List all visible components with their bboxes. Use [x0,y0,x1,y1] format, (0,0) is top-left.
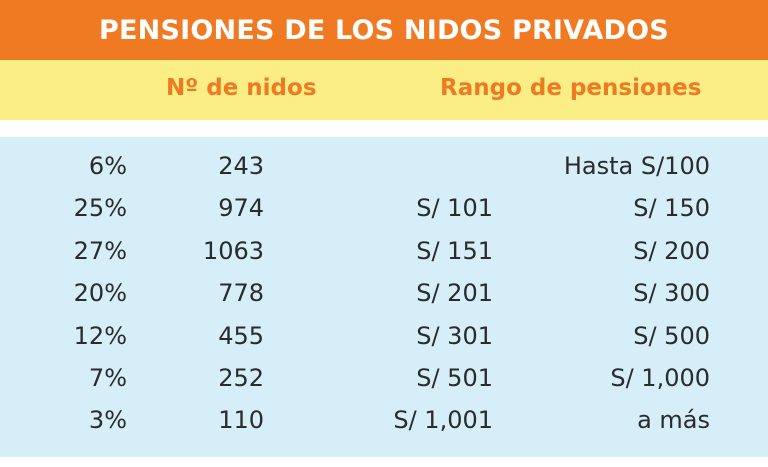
cell-percent: 12% [73,321,127,350]
table-row: 25% 974 S/ 101 S/ 150 [0,189,768,227]
cell-range-from: S/ 101 [416,194,493,223]
cell-count: 974 [218,194,264,223]
cell-range-to: S/ 200 [633,236,710,265]
table-row: 12% 455 S/ 301 S/ 500 [0,317,768,355]
title-bar: PENSIONES DE LOS NIDOS PRIVADOS [0,0,768,60]
cell-range-to: S/ 1,000 [610,364,710,392]
table-row: 7% 252 S/ 501 S/ 1,000 [0,359,768,397]
table-body: 6% 243 Hasta S/100 25% 974 S/ 101 S/ 150 27% 106… [0,137,768,457]
cell-range-from: S/ 301 [416,321,493,350]
cell-range-to: a más [637,406,710,435]
table-row: 27% 1063 S/ 151 S/ 200 [0,232,768,270]
table-row: 20% 778 S/ 201 S/ 300 [0,274,768,312]
cell-count: 252 [218,364,264,392]
cell-range-from: S/ 201 [416,279,493,308]
header-count: Nº de nidos [166,75,317,101]
page-title: PENSIONES DE LOS NIDOS PRIVADOS [99,14,669,46]
cell-percent: 27% [73,236,127,265]
cell-range-to: S/ 150 [633,194,710,223]
cell-range-from: S/ 151 [416,236,493,265]
cell-range-from: S/ 501 [416,364,493,392]
cell-percent: 7% [88,364,127,392]
table-row: 6% 243 Hasta S/100 [0,147,768,185]
cell-range-from: S/ 1,001 [393,406,493,435]
cell-range-to: S/ 300 [633,279,710,308]
cell-count: 1063 [202,236,264,265]
cell-percent: 3% [88,406,127,435]
column-header-bar: Nº de nidos Rango de pensiones [0,60,768,120]
cell-count: 110 [218,406,264,435]
cell-percent: 20% [73,279,127,308]
cell-percent: 25% [73,194,127,223]
cell-count: 778 [218,279,264,308]
cell-count: 243 [218,152,264,180]
cell-range-to: S/ 500 [633,321,710,350]
cell-count: 455 [218,321,264,350]
cell-range-to: Hasta S/100 [563,152,710,180]
cell-percent: 6% [88,152,127,180]
header-range: Rango de pensiones [440,75,702,101]
table-row: 3% 110 S/ 1,001 a más [0,401,768,439]
